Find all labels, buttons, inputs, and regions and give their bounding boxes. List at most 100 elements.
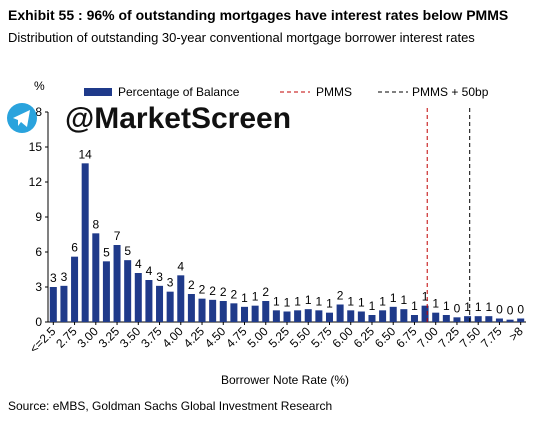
bar — [315, 310, 323, 322]
data-label: 1 — [422, 290, 429, 304]
bar — [410, 315, 418, 322]
data-label: 1 — [390, 291, 397, 305]
watermark: @MarketScreen — [65, 102, 291, 135]
bar — [379, 310, 387, 322]
data-label: 2 — [199, 283, 206, 297]
bar — [432, 312, 440, 322]
bar — [134, 273, 142, 322]
data-label: 3 — [50, 271, 57, 285]
data-label: 5 — [103, 245, 110, 259]
data-label: 4 — [177, 259, 184, 273]
bar — [187, 294, 195, 322]
data-label: 1 — [294, 294, 301, 308]
bar — [474, 316, 482, 322]
bar — [209, 299, 217, 322]
x-tick-label: >8 — [506, 324, 526, 344]
bar — [421, 305, 429, 322]
legend-label: Percentage of Balance — [118, 85, 240, 99]
data-label: 4 — [146, 264, 153, 278]
data-label: 1 — [464, 300, 471, 314]
data-label: 0 — [517, 303, 524, 317]
bar — [251, 305, 259, 322]
bar — [71, 256, 79, 322]
bar — [400, 309, 408, 322]
bar — [81, 163, 89, 322]
bar — [272, 310, 280, 322]
data-label: 8 — [92, 217, 99, 231]
y-tick-label: 9 — [35, 210, 42, 224]
legend-label: PMMS + 50bp — [412, 85, 489, 99]
bar — [156, 285, 164, 322]
data-label: 1 — [241, 291, 248, 305]
bar — [283, 311, 291, 322]
x-tick-label: 5.50 — [287, 324, 314, 351]
data-label: 1 — [284, 296, 291, 310]
x-tick-label: 4.25 — [181, 324, 208, 351]
bar — [241, 306, 249, 322]
bar — [453, 317, 461, 322]
legend-swatch — [84, 88, 112, 96]
x-tick-label: 6.75 — [393, 324, 420, 351]
bar — [198, 298, 206, 322]
bar — [49, 287, 57, 322]
x-tick-label: 2.75 — [53, 324, 80, 351]
bar — [347, 310, 355, 322]
bar — [177, 275, 185, 322]
bar — [230, 303, 238, 322]
bar — [464, 316, 472, 322]
data-label: 1 — [347, 294, 354, 308]
chart-title: Exhibit 55 : 96% of outstanding mortgage… — [8, 7, 508, 23]
data-label: 3 — [156, 270, 163, 284]
data-label: 0 — [507, 304, 514, 318]
bar — [92, 233, 100, 322]
x-tick-label: 5.75 — [308, 324, 335, 351]
data-label: 1 — [432, 297, 439, 311]
x-tick-label: 3.50 — [117, 324, 144, 351]
bar — [304, 309, 312, 322]
x-tick-label: 6.25 — [351, 324, 378, 351]
data-label: 7 — [114, 229, 121, 243]
x-tick-label: 6.00 — [329, 324, 356, 351]
y-tick-label: 3 — [35, 280, 42, 294]
x-tick-label: 7.75 — [478, 324, 505, 351]
data-label: 3 — [167, 276, 174, 290]
x-tick-label: 7.50 — [457, 324, 484, 351]
bar — [145, 280, 153, 322]
y-tick-label: 15 — [29, 140, 43, 154]
bar — [113, 245, 121, 322]
data-label: 3 — [61, 270, 68, 284]
bar — [389, 306, 397, 322]
data-label: 2 — [231, 287, 238, 301]
data-label: 1 — [273, 294, 280, 308]
y-tick-label: 6 — [35, 245, 42, 259]
y-tick-label: 12 — [29, 175, 43, 189]
watermark-icon-plane — [13, 110, 30, 127]
data-label: 1 — [316, 294, 323, 308]
data-label: 1 — [369, 299, 376, 313]
data-label: 4 — [135, 257, 142, 271]
x-axis-label: Borrower Note Rate (%) — [221, 373, 349, 387]
bar — [485, 316, 493, 322]
data-label: 1 — [485, 300, 492, 314]
bar — [495, 318, 503, 322]
x-tick-label: 3.00 — [75, 324, 102, 351]
x-tick-label: 7.25 — [436, 324, 463, 351]
x-tick-label: 5.25 — [266, 324, 293, 351]
y-tick-label: 0 — [35, 315, 42, 329]
data-label: 1 — [326, 297, 333, 311]
bar — [357, 311, 365, 322]
data-label: 2 — [337, 289, 344, 303]
data-label: 5 — [124, 244, 131, 258]
data-label: 1 — [411, 299, 418, 313]
bar — [166, 291, 174, 322]
bar — [325, 312, 333, 322]
x-tick-label: 4.50 — [202, 324, 229, 351]
bar — [506, 319, 514, 322]
bar — [102, 261, 110, 322]
data-label: 1 — [475, 300, 482, 314]
source: Source: eMBS, Goldman Sachs Global Inves… — [8, 399, 332, 413]
data-label: 0 — [496, 303, 503, 317]
data-label: 2 — [220, 285, 227, 299]
